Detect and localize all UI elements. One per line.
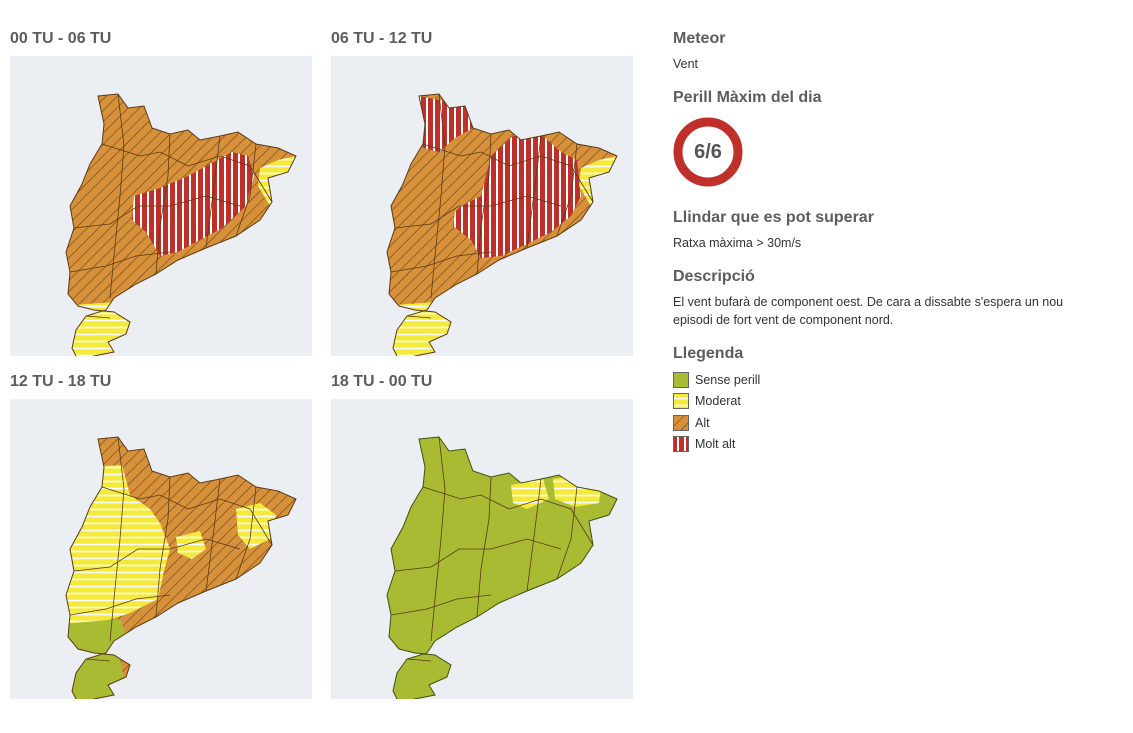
swatch-high-icon <box>673 414 689 431</box>
legend-item-high: Alt <box>673 412 1113 434</box>
map-catalonia[interactable] <box>331 399 633 699</box>
legend: Sense perill Moderat Alt Molt alt <box>673 369 1113 455</box>
map-panel-3: 12 TU - 18 TU <box>10 371 312 699</box>
swatch-none-icon <box>673 371 689 388</box>
panel-title: 12 TU - 18 TU <box>10 373 112 390</box>
danger-badge: 6/6 <box>673 117 743 187</box>
legend-item-moderate: Moderat <box>673 391 1113 413</box>
map-catalonia[interactable] <box>10 56 312 356</box>
zone-moderate <box>511 479 549 509</box>
legend-heading: Llegenda <box>673 345 744 362</box>
zone-very-high <box>132 152 254 256</box>
description-heading: Descripció <box>673 268 755 285</box>
legend-label: Alt <box>695 415 710 430</box>
legend-item-none: Sense perill <box>673 369 1113 391</box>
map-catalonia[interactable] <box>331 56 633 356</box>
danger-heading: Perill Màxim del dia <box>673 89 822 106</box>
threshold-heading: Llindar que es pot superar <box>673 209 874 226</box>
meteor-value: Vent <box>673 57 699 71</box>
danger-ring-icon <box>673 117 743 187</box>
swatch-very-high-icon <box>673 436 689 453</box>
map-catalonia[interactable] <box>10 399 312 699</box>
zone-moderate <box>176 531 206 559</box>
info-panel: Meteor Vent Perill Màxim del dia 6/6 Lli… <box>673 28 1113 455</box>
description-text: El vent bufarà de component oest. De car… <box>673 295 1064 327</box>
zone-moderate <box>236 503 276 549</box>
threshold-value: Ratxa màxima > 30m/s <box>673 236 802 250</box>
panel-title: 06 TU - 12 TU <box>331 30 433 47</box>
meteor-heading: Meteor <box>673 30 726 47</box>
panel-title: 18 TU - 00 TU <box>331 373 433 390</box>
danger-value: 6/6 <box>694 141 722 163</box>
zone-very-high <box>419 96 473 152</box>
map-panel-2: 06 TU - 12 TU <box>331 28 633 356</box>
legend-label: Sense perill <box>695 372 761 387</box>
legend-label: Moderat <box>695 394 741 409</box>
legend-label: Molt alt <box>695 437 736 452</box>
map-panel-4: 18 TU - 00 TU <box>331 371 633 699</box>
legend-item-very-high: Molt alt <box>673 434 1113 456</box>
zone-very-high <box>453 136 581 258</box>
swatch-moderate-icon <box>673 393 689 410</box>
panel-title: 00 TU - 06 TU <box>10 30 112 47</box>
map-panel-1: 00 TU - 06 TU <box>10 28 312 356</box>
